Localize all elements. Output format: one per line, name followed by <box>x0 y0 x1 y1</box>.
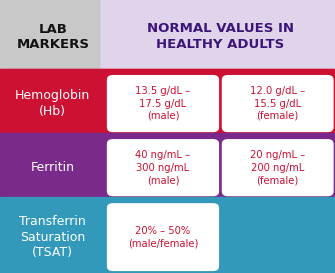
FancyBboxPatch shape <box>107 139 219 196</box>
FancyBboxPatch shape <box>100 0 335 83</box>
FancyBboxPatch shape <box>107 203 219 271</box>
FancyBboxPatch shape <box>107 75 219 132</box>
Text: NORMAL VALUES IN
HEALTHY ADULTS: NORMAL VALUES IN HEALTHY ADULTS <box>147 22 294 51</box>
Text: 13.5 g/dL –
17.5 g/dL
(male): 13.5 g/dL – 17.5 g/dL (male) <box>135 86 191 121</box>
Text: Hemoglobin
(Hb): Hemoglobin (Hb) <box>15 89 90 118</box>
FancyBboxPatch shape <box>0 69 335 140</box>
Text: Transferrin
Saturation
(TSAT): Transferrin Saturation (TSAT) <box>19 215 86 259</box>
FancyBboxPatch shape <box>0 133 335 204</box>
Text: 12.0 g/dL –
15.5 g/dL
(female): 12.0 g/dL – 15.5 g/dL (female) <box>250 86 305 121</box>
Text: 20 ng/mL –
200 ng/mL
(female): 20 ng/mL – 200 ng/mL (female) <box>250 150 305 185</box>
Text: 20% – 50%
(male/female): 20% – 50% (male/female) <box>128 226 198 248</box>
Text: 40 ng/mL –
300 ng/mL
(male): 40 ng/mL – 300 ng/mL (male) <box>135 150 191 185</box>
Text: LAB
MARKERS: LAB MARKERS <box>16 23 89 51</box>
FancyBboxPatch shape <box>0 197 335 273</box>
FancyBboxPatch shape <box>0 0 111 83</box>
Text: Ferritin: Ferritin <box>31 161 75 174</box>
FancyBboxPatch shape <box>222 139 334 196</box>
FancyBboxPatch shape <box>222 75 334 132</box>
